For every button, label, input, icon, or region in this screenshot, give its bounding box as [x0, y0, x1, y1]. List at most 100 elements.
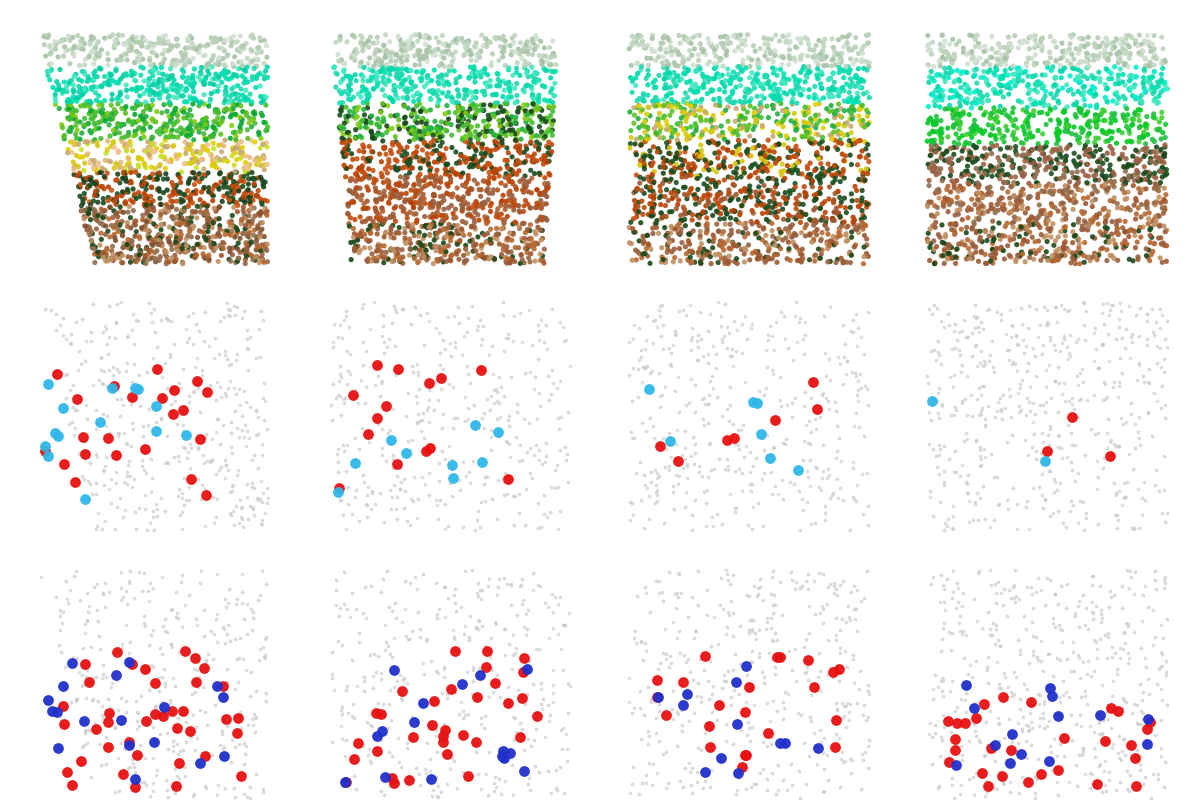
- Point: [767, 787, 786, 800]
- Point: [673, 105, 692, 118]
- Point: [1090, 717, 1109, 730]
- Point: [485, 135, 504, 148]
- Point: [830, 230, 850, 242]
- Point: [982, 128, 1001, 141]
- Point: [88, 36, 107, 49]
- Point: [682, 169, 701, 182]
- Point: [773, 77, 792, 90]
- Point: [845, 180, 864, 193]
- Point: [724, 178, 743, 191]
- Point: [517, 36, 536, 49]
- Point: [738, 715, 757, 728]
- Point: [852, 144, 871, 157]
- Point: [1058, 346, 1078, 359]
- Point: [796, 107, 815, 120]
- Point: [188, 71, 208, 84]
- Point: [1134, 129, 1153, 142]
- Point: [427, 231, 446, 244]
- Point: [203, 182, 222, 195]
- Point: [666, 384, 685, 397]
- Point: [108, 92, 127, 105]
- Point: [470, 67, 490, 79]
- Point: [1070, 495, 1090, 508]
- Point: [1033, 68, 1052, 81]
- Point: [1033, 142, 1052, 155]
- Point: [245, 448, 264, 461]
- Point: [162, 124, 181, 137]
- Point: [1042, 157, 1061, 169]
- Point: [1092, 603, 1111, 616]
- Point: [448, 182, 467, 195]
- Point: [967, 393, 986, 406]
- Point: [211, 67, 230, 80]
- Point: [992, 413, 1012, 426]
- Point: [716, 735, 736, 748]
- Point: [424, 403, 443, 416]
- Point: [690, 104, 709, 117]
- Point: [817, 49, 836, 62]
- Point: [154, 34, 173, 47]
- Point: [89, 247, 108, 260]
- Point: [355, 37, 374, 50]
- Point: [457, 254, 476, 267]
- Point: [1075, 80, 1094, 93]
- Point: [996, 120, 1015, 133]
- Point: [374, 788, 394, 801]
- Point: [1019, 725, 1038, 738]
- Point: [960, 772, 979, 785]
- Point: [1032, 77, 1051, 90]
- Point: [944, 228, 964, 241]
- Point: [181, 78, 200, 91]
- Point: [740, 466, 760, 479]
- Point: [103, 135, 122, 148]
- Point: [427, 253, 446, 266]
- Point: [985, 637, 1004, 650]
- Point: [812, 233, 832, 246]
- Point: [136, 779, 155, 792]
- Point: [718, 452, 737, 465]
- Point: [708, 188, 727, 201]
- Point: [1116, 45, 1135, 58]
- Point: [787, 164, 806, 177]
- Point: [354, 145, 373, 158]
- Point: [1136, 242, 1156, 255]
- Point: [372, 586, 391, 599]
- Point: [674, 649, 694, 662]
- Point: [826, 169, 845, 182]
- Point: [102, 244, 121, 257]
- Point: [418, 77, 437, 90]
- Point: [487, 207, 506, 220]
- Point: [492, 208, 511, 221]
- Point: [1045, 710, 1064, 723]
- Point: [793, 131, 812, 144]
- Point: [844, 648, 863, 661]
- Point: [1027, 370, 1046, 383]
- Point: [230, 493, 250, 506]
- Point: [709, 160, 728, 173]
- Point: [330, 84, 349, 97]
- Point: [139, 684, 158, 697]
- Point: [971, 225, 990, 238]
- Point: [1135, 65, 1154, 78]
- Point: [786, 114, 805, 127]
- Point: [1099, 309, 1118, 322]
- Point: [415, 338, 434, 351]
- Point: [750, 573, 769, 586]
- Point: [439, 311, 458, 324]
- Point: [370, 186, 389, 199]
- Point: [941, 186, 960, 199]
- Point: [1140, 206, 1159, 219]
- Point: [1135, 651, 1154, 664]
- Point: [786, 198, 805, 211]
- Point: [396, 45, 415, 58]
- Point: [839, 611, 858, 624]
- Point: [95, 182, 114, 195]
- Point: [1050, 118, 1069, 131]
- Point: [1073, 743, 1092, 756]
- Point: [65, 428, 84, 441]
- Point: [728, 216, 748, 229]
- Point: [119, 655, 138, 668]
- Point: [959, 716, 978, 729]
- Point: [1102, 650, 1121, 663]
- Point: [89, 246, 108, 259]
